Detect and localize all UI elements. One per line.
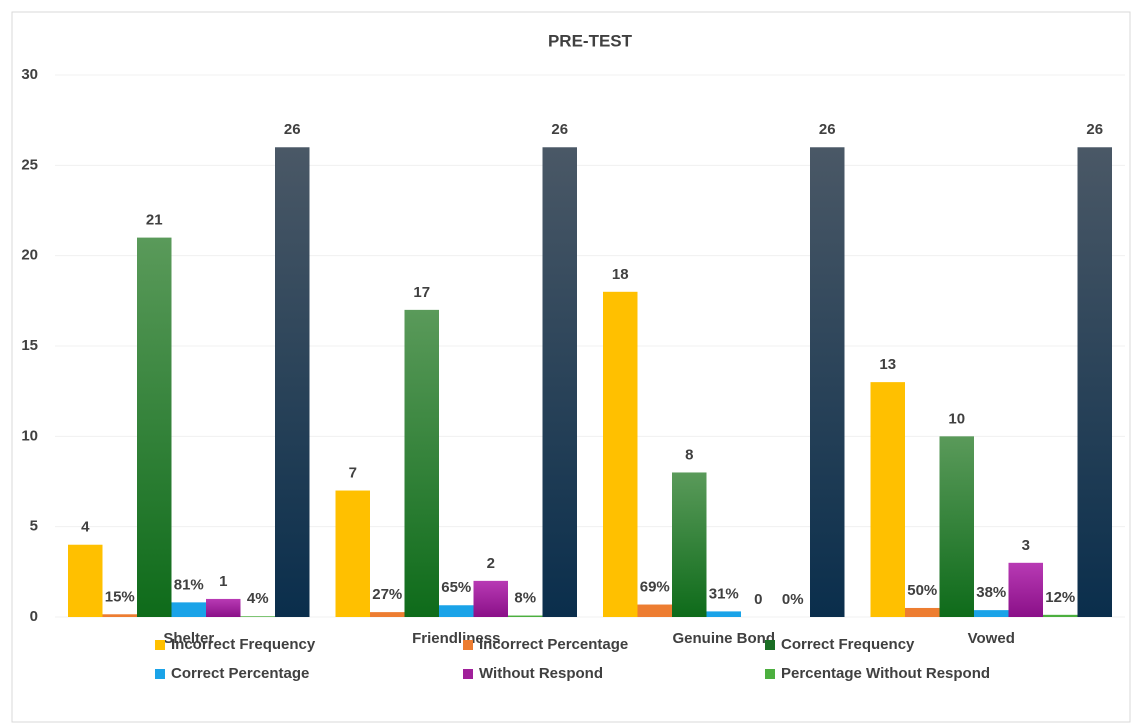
legend-swatch bbox=[765, 669, 775, 679]
bar bbox=[206, 598, 241, 617]
y-tick-label: 25 bbox=[21, 156, 38, 173]
legend-label: Incorrect Percentage bbox=[479, 636, 628, 653]
bar bbox=[542, 147, 577, 617]
bar bbox=[171, 602, 206, 617]
value-label: 26 bbox=[1086, 121, 1103, 138]
legend-label: Percentage Without Respond bbox=[781, 665, 990, 682]
value-label: 0% bbox=[782, 591, 804, 608]
y-tick-label: 15 bbox=[21, 337, 38, 354]
value-label: 17 bbox=[413, 284, 430, 301]
bar bbox=[439, 605, 474, 617]
y-tick-label: 20 bbox=[21, 247, 38, 264]
value-label: 4% bbox=[247, 590, 269, 607]
bar bbox=[603, 291, 638, 617]
value-label: 31% bbox=[709, 585, 739, 602]
value-label: 2 bbox=[487, 555, 495, 572]
bar bbox=[1043, 614, 1078, 617]
value-label: 81% bbox=[174, 576, 204, 593]
legend-label: Incorrect Frequency bbox=[171, 636, 316, 653]
value-label: 65% bbox=[441, 579, 471, 596]
bar bbox=[637, 604, 672, 617]
bar bbox=[404, 309, 439, 617]
legend-swatch bbox=[463, 669, 473, 679]
bar bbox=[275, 147, 310, 617]
legend-label: Correct Percentage bbox=[171, 665, 309, 682]
y-tick-label: 10 bbox=[21, 427, 38, 444]
legend-label: Correct Frequency bbox=[781, 636, 915, 653]
bar bbox=[939, 436, 974, 617]
value-label: 26 bbox=[284, 121, 301, 138]
bar bbox=[974, 610, 1009, 617]
value-label: 3 bbox=[1022, 537, 1030, 554]
x-tick-label: Shelter bbox=[163, 630, 214, 647]
bar bbox=[370, 612, 405, 617]
legend-swatch bbox=[155, 640, 165, 650]
value-label: 50% bbox=[907, 582, 937, 599]
bar bbox=[68, 544, 103, 617]
bar bbox=[240, 616, 275, 617]
bar bbox=[102, 614, 137, 617]
bar bbox=[473, 580, 508, 617]
legend-swatch bbox=[765, 640, 775, 650]
value-label: 18 bbox=[612, 266, 629, 283]
legend-swatch bbox=[155, 669, 165, 679]
bar bbox=[508, 615, 543, 617]
value-label: 27% bbox=[372, 586, 402, 603]
x-tick-label: Friendliness bbox=[412, 630, 500, 647]
bar bbox=[1077, 147, 1112, 617]
value-label: 4 bbox=[81, 519, 90, 536]
value-label: 26 bbox=[819, 121, 836, 138]
x-tick-label: Genuine Bond bbox=[673, 630, 776, 647]
chart-title: PRE-TEST bbox=[548, 31, 633, 50]
value-label: 7 bbox=[349, 465, 357, 482]
value-label: 0 bbox=[754, 591, 762, 608]
legend-swatch bbox=[463, 640, 473, 650]
value-label: 13 bbox=[879, 356, 896, 373]
y-tick-label: 0 bbox=[30, 608, 38, 625]
value-label: 26 bbox=[551, 121, 568, 138]
legend-label: Without Respond bbox=[479, 665, 603, 682]
value-label: 15% bbox=[105, 588, 135, 605]
value-label: 1 bbox=[219, 573, 227, 590]
bar bbox=[706, 611, 741, 617]
x-tick-label: Vowed bbox=[968, 630, 1015, 647]
bar bbox=[905, 607, 940, 617]
value-label: 12% bbox=[1045, 589, 1075, 606]
value-label: 8 bbox=[685, 446, 693, 463]
y-tick-label: 30 bbox=[21, 66, 38, 83]
bar bbox=[810, 147, 845, 617]
y-tick-label: 5 bbox=[30, 518, 38, 535]
value-label: 21 bbox=[146, 212, 163, 229]
bar bbox=[335, 490, 370, 617]
bar bbox=[137, 237, 172, 617]
value-label: 10 bbox=[948, 410, 965, 427]
bar bbox=[672, 472, 707, 617]
value-label: 8% bbox=[514, 590, 536, 607]
bar bbox=[870, 382, 905, 617]
value-label: 38% bbox=[976, 584, 1006, 601]
bar bbox=[1008, 562, 1043, 617]
value-label: 69% bbox=[640, 579, 670, 596]
